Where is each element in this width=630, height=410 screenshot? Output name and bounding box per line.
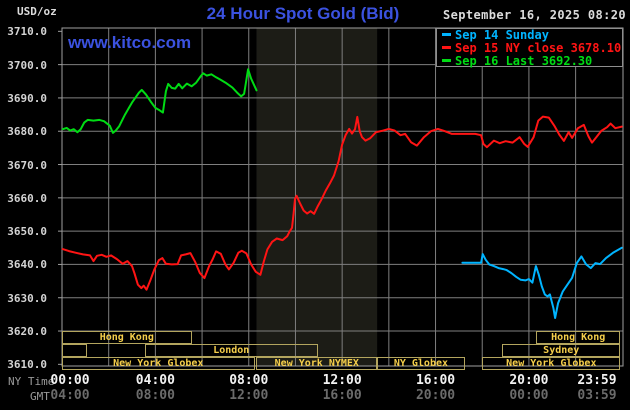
series-line-sep-15 — [61, 115, 623, 291]
gmt-tick-label: 04:00 — [50, 388, 90, 403]
y-axis-label: 3670.0 — [7, 158, 47, 172]
series-line-sep-14-sunday — [461, 246, 623, 319]
y-axis-label: 3630.0 — [7, 291, 47, 305]
session-box-new-york-globex: New York Globex — [62, 357, 255, 370]
session-label: New York Globex — [506, 357, 597, 369]
ny-time-tick-label: 23:59 — [577, 373, 617, 388]
session-box-new-york-globex: New York Globex — [482, 357, 621, 370]
y-axis-label: 3620.0 — [7, 325, 47, 339]
gmt-tick-label: 16:00 — [322, 388, 362, 403]
y-axis-label: 3680.0 — [7, 125, 47, 139]
session-box-stub — [62, 344, 87, 357]
ny-time-tick-label: 16:00 — [415, 373, 456, 388]
legend-row: Sep 15 NY close 3678.10 — [437, 42, 622, 55]
session-label: New York NYMEX — [274, 357, 359, 369]
gmt-tick-label: 08:00 — [135, 388, 175, 403]
kitco-watermark-link[interactable]: www.kitco.com — [68, 33, 192, 52]
legend-label: Sep 15 NY close 3678.10 — [455, 41, 622, 55]
legend-dash-icon — [442, 46, 451, 49]
ny-time-tick-label: 04:00 — [135, 373, 175, 388]
legend-label: Sep 14 Sunday — [455, 28, 549, 42]
ny-time-tick-label: 20:00 — [509, 373, 549, 388]
plot-border — [61, 27, 624, 367]
session-box-hong-kong: Hong Kong — [62, 331, 192, 344]
session-box-hong-kong: Hong Kong — [535, 331, 621, 344]
y-axis-label: 3640.0 — [7, 258, 47, 272]
session-box-london: London — [144, 344, 318, 357]
series-line-sep-16 — [61, 68, 258, 134]
nymex-session-band — [256, 28, 378, 366]
y-axis-label: 3610.0 — [7, 358, 47, 372]
gmt-tick-label: 12:00 — [229, 388, 269, 403]
session-label: Sydney — [543, 344, 580, 356]
gmt-tick-label: 20:00 — [415, 388, 456, 403]
session-label: Hong Kong — [551, 331, 606, 343]
gmt-row-label: GMT — [30, 390, 50, 403]
legend-row: Sep 14 Sunday — [437, 29, 622, 42]
session-label: Hong Kong — [99, 331, 154, 343]
session-label: London — [213, 344, 250, 356]
y-axis-label: 3710.0 — [7, 25, 47, 39]
legend-dash-icon — [442, 59, 451, 62]
session-box-new-york-nymex: New York NYMEX — [256, 357, 378, 370]
y-axis-label: 3660.0 — [7, 191, 47, 205]
session-box-ny-globex: NY Globex — [377, 357, 465, 370]
y-axis-label: 3700.0 — [7, 58, 47, 72]
gmt-tick-label: 00:00 — [509, 388, 549, 403]
session-label: New York Globex — [113, 357, 204, 369]
ny-time-tick-label: 00:00 — [50, 373, 90, 388]
chart-title: 24 Hour Spot Gold (Bid) — [206, 4, 400, 23]
ny-time-row-label: NY Time — [8, 375, 55, 388]
session-label: NY Globex — [393, 357, 449, 369]
y-axis-label: 3690.0 — [7, 91, 47, 105]
session-box-sydney: Sydney — [502, 344, 621, 357]
legend-label: Sep 16 Last 3692.30 — [455, 54, 593, 68]
ny-time-tick-label: 12:00 — [322, 373, 362, 388]
y-axis-unit-label: USD/oz — [17, 5, 57, 18]
legend-row: Sep 16 Last 3692.30 — [437, 55, 622, 68]
legend-box: Sep 14 Sunday Sep 15 NY close 3678.10 Sep … — [436, 28, 623, 68]
gmt-tick-label: 03:59 — [577, 388, 617, 403]
datetime-label: September 16, 2025 08:20 — [443, 8, 626, 22]
y-axis-label: 3650.0 — [7, 225, 47, 239]
legend-dash-icon — [442, 33, 451, 36]
ny-time-tick-label: 08:00 — [229, 373, 269, 388]
